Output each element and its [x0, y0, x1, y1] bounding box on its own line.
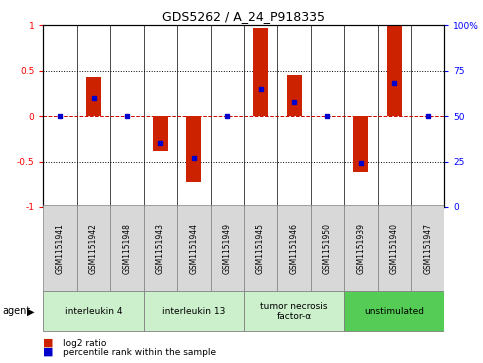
Bar [344, 291, 444, 331]
Bar [43, 291, 144, 331]
Text: GSM1151942: GSM1151942 [89, 223, 98, 274]
Bar [144, 205, 177, 292]
Text: GSM1151950: GSM1151950 [323, 223, 332, 274]
Text: ■: ■ [43, 347, 54, 357]
Bar [378, 205, 411, 292]
Bar [244, 291, 344, 331]
Text: GSM1151948: GSM1151948 [123, 223, 131, 274]
Text: ■: ■ [43, 338, 54, 348]
Bar [286, 75, 301, 116]
Bar [110, 205, 144, 292]
Text: GSM1151949: GSM1151949 [223, 223, 232, 274]
Text: ▶: ▶ [27, 306, 34, 316]
Text: GSM1151947: GSM1151947 [423, 223, 432, 274]
Bar [153, 116, 168, 151]
Bar [253, 28, 268, 116]
Bar [344, 205, 378, 292]
Bar [277, 205, 311, 292]
Text: unstimulated: unstimulated [364, 307, 424, 316]
Title: GDS5262 / A_24_P918335: GDS5262 / A_24_P918335 [162, 10, 326, 23]
Text: GSM1151940: GSM1151940 [390, 223, 399, 274]
Text: GSM1151939: GSM1151939 [356, 223, 365, 274]
Text: agent: agent [2, 306, 30, 316]
Bar [144, 291, 244, 331]
Text: GSM1151941: GSM1151941 [56, 223, 65, 274]
Bar [86, 77, 101, 116]
Text: interleukin 13: interleukin 13 [162, 307, 226, 316]
Bar [43, 205, 77, 292]
Bar [186, 116, 201, 182]
Bar [387, 26, 402, 116]
Text: GSM1151946: GSM1151946 [289, 223, 298, 274]
Bar [211, 205, 244, 292]
Bar [354, 116, 369, 172]
Bar [311, 205, 344, 292]
Text: interleukin 4: interleukin 4 [65, 307, 122, 316]
Bar [77, 205, 110, 292]
Bar [177, 205, 211, 292]
Text: GSM1151944: GSM1151944 [189, 223, 199, 274]
Text: percentile rank within the sample: percentile rank within the sample [63, 348, 216, 356]
Bar [244, 205, 277, 292]
Text: GSM1151943: GSM1151943 [156, 223, 165, 274]
Bar [411, 205, 444, 292]
Text: log2 ratio: log2 ratio [63, 339, 106, 347]
Text: GSM1151945: GSM1151945 [256, 223, 265, 274]
Text: tumor necrosis
factor-α: tumor necrosis factor-α [260, 302, 328, 321]
